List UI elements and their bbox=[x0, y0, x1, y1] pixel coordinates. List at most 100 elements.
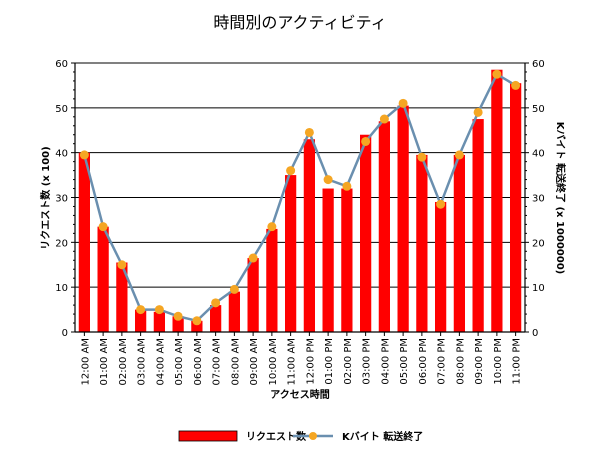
bar-4 bbox=[153, 311, 165, 332]
bar-9 bbox=[247, 258, 259, 332]
y-tick-label: 60 bbox=[55, 59, 68, 70]
line-point-7 bbox=[211, 298, 221, 308]
x-tick-label: 12:00 PM bbox=[305, 338, 316, 385]
line-point-0 bbox=[79, 150, 89, 160]
line-point-17 bbox=[398, 98, 408, 108]
bar-0 bbox=[78, 152, 90, 332]
x-tick-label: 08:00 AM bbox=[230, 338, 241, 385]
x-tick-label: 01:00 AM bbox=[99, 338, 110, 385]
bar-18 bbox=[416, 154, 428, 332]
bar-13 bbox=[322, 188, 334, 332]
bar-1 bbox=[97, 226, 109, 332]
bar-3 bbox=[135, 309, 147, 332]
bar-8 bbox=[228, 291, 240, 332]
x-axis-title: アクセス時間 bbox=[270, 388, 330, 401]
y-tick-label: 50 bbox=[55, 104, 68, 115]
line-point-20 bbox=[454, 150, 464, 160]
x-tick-label: 04:00 PM bbox=[380, 338, 391, 385]
y2-tick-label: 0 bbox=[532, 328, 538, 339]
line-series-kbytes bbox=[79, 69, 521, 326]
x-tick-label: 10:00 PM bbox=[493, 338, 504, 385]
legend-label-kbytes: Kバイト 転送終了 bbox=[342, 430, 423, 443]
bar-23 bbox=[510, 83, 522, 332]
x-tick-label: 09:00 AM bbox=[249, 338, 260, 385]
line-point-15 bbox=[361, 136, 371, 146]
legend-swatch-requests bbox=[178, 430, 238, 442]
x-tick-label: 05:00 PM bbox=[399, 338, 410, 385]
axes bbox=[71, 62, 529, 336]
y-axis-title: リクエスト数 (x 100) bbox=[39, 146, 52, 249]
y-tick-label: 30 bbox=[55, 194, 68, 205]
y2-tick-label: 20 bbox=[532, 238, 545, 249]
bar-19 bbox=[435, 201, 447, 332]
line-point-18 bbox=[417, 152, 427, 162]
y2-tick-label: 40 bbox=[532, 149, 545, 160]
line-point-23 bbox=[511, 80, 521, 90]
x-tick-label: 03:00 PM bbox=[362, 338, 373, 385]
bar-15 bbox=[360, 134, 372, 332]
bar-11 bbox=[285, 175, 297, 332]
line-point-9 bbox=[248, 253, 258, 263]
bar-21 bbox=[472, 119, 484, 333]
line-point-13 bbox=[323, 175, 333, 185]
x-tick-label: 02:00 PM bbox=[343, 338, 354, 385]
x-tick-label: 12:00 AM bbox=[80, 338, 91, 385]
x-tick-label: 10:00 AM bbox=[268, 338, 279, 385]
y2-tick-label: 60 bbox=[532, 59, 545, 70]
y2-tick-label: 50 bbox=[532, 104, 545, 115]
line-point-14 bbox=[342, 181, 352, 191]
bar-6 bbox=[191, 320, 203, 332]
line-point-2 bbox=[117, 260, 127, 270]
legend: リクエスト数 Kバイト 転送終了 bbox=[178, 430, 423, 443]
line-point-11 bbox=[286, 166, 296, 176]
x-tick-label: 06:00 AM bbox=[193, 338, 204, 385]
bar-22 bbox=[491, 69, 503, 332]
bar-16 bbox=[378, 121, 390, 333]
line-point-4 bbox=[154, 305, 164, 315]
bar-7 bbox=[210, 305, 222, 332]
bar-5 bbox=[172, 316, 184, 332]
bar-17 bbox=[397, 105, 409, 332]
bar-20 bbox=[453, 154, 465, 332]
bar-2 bbox=[116, 262, 128, 332]
line-point-10 bbox=[267, 222, 277, 232]
y-tick-label: 20 bbox=[55, 238, 68, 249]
tick-labels: 0 0 10 10 20 20 30 30 40 40 50 50 60 60 12:00 AM 01:00 … bbox=[55, 59, 544, 385]
x-tick-label: 09:00 PM bbox=[474, 338, 485, 385]
line-point-22 bbox=[492, 69, 502, 79]
line-point-21 bbox=[473, 107, 483, 117]
x-tick-label: 06:00 PM bbox=[418, 338, 429, 385]
x-tick-label: 11:00 AM bbox=[287, 338, 298, 385]
bar-14 bbox=[341, 188, 353, 332]
y2-tick-label: 10 bbox=[532, 283, 545, 294]
x-tick-label: 04:00 AM bbox=[155, 338, 166, 385]
y-tick-label: 0 bbox=[62, 328, 68, 339]
line-point-5 bbox=[173, 311, 183, 321]
line-point-6 bbox=[192, 316, 202, 326]
x-tick-label: 07:00 AM bbox=[212, 338, 223, 385]
x-tick-label: 08:00 PM bbox=[455, 338, 466, 385]
x-tick-label: 01:00 PM bbox=[324, 338, 335, 385]
legend-label-requests: リクエスト数 bbox=[246, 430, 307, 443]
x-tick-label: 05:00 AM bbox=[174, 338, 185, 385]
x-tick-label: 02:00 AM bbox=[118, 338, 129, 385]
x-tick-label: 03:00 AM bbox=[137, 338, 148, 385]
bar-12 bbox=[303, 139, 315, 332]
chart-title: 時間別のアクティビティ bbox=[213, 13, 386, 32]
line-point-19 bbox=[436, 199, 446, 209]
y-tick-label: 40 bbox=[55, 149, 68, 160]
y2-tick-label: 30 bbox=[532, 194, 545, 205]
legend-marker-kbytes bbox=[309, 432, 317, 440]
line-point-12 bbox=[304, 127, 314, 137]
x-tick-label: 07:00 PM bbox=[437, 338, 448, 385]
y-tick-label: 10 bbox=[55, 283, 68, 294]
line-point-1 bbox=[98, 222, 108, 232]
line-point-3 bbox=[136, 305, 146, 315]
line-point-8 bbox=[229, 284, 239, 294]
bar-series-requests bbox=[78, 69, 522, 333]
bar-10 bbox=[266, 228, 278, 332]
line-point-16 bbox=[379, 114, 389, 124]
x-tick-label: 11:00 PM bbox=[512, 338, 523, 385]
y2-axis-title: Kバイト 転送終了 (x 1000000) bbox=[554, 122, 567, 275]
